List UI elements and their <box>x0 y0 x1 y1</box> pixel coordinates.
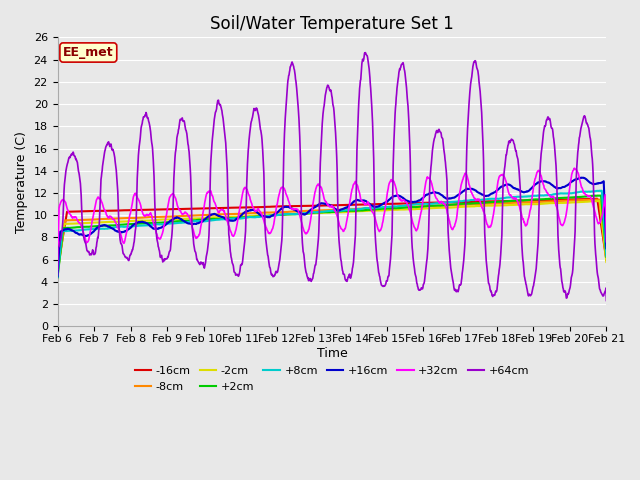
+8cm <box>489 196 497 202</box>
-2cm <box>176 216 184 222</box>
+16cm <box>489 190 497 196</box>
-8cm <box>417 204 425 209</box>
+32cm <box>602 239 610 245</box>
-8cm <box>176 213 184 219</box>
Line: -8cm: -8cm <box>58 200 606 274</box>
-16cm <box>602 257 610 263</box>
+8cm <box>602 253 610 259</box>
+64cm <box>163 256 170 262</box>
+64cm <box>538 148 545 154</box>
Line: +8cm: +8cm <box>58 191 606 277</box>
+2cm <box>538 196 545 202</box>
+32cm <box>163 213 170 219</box>
-16cm <box>538 197 545 203</box>
-2cm <box>54 271 61 276</box>
+8cm <box>163 221 170 227</box>
Line: +64cm: +64cm <box>58 53 606 300</box>
X-axis label: Time: Time <box>317 347 348 360</box>
+64cm <box>602 298 610 303</box>
-8cm <box>602 257 610 263</box>
+2cm <box>54 275 61 280</box>
-2cm <box>596 198 604 204</box>
+32cm <box>176 207 184 213</box>
Line: +16cm: +16cm <box>58 178 606 276</box>
-2cm <box>538 201 545 207</box>
+32cm <box>570 165 578 171</box>
-2cm <box>163 216 170 222</box>
-8cm <box>237 211 245 216</box>
+8cm <box>417 201 425 207</box>
+64cm <box>417 285 425 291</box>
+16cm <box>176 216 184 221</box>
+8cm <box>237 216 245 221</box>
+2cm <box>176 218 184 224</box>
-16cm <box>163 206 170 212</box>
+32cm <box>237 200 245 205</box>
Line: +2cm: +2cm <box>58 196 606 277</box>
-8cm <box>163 214 170 219</box>
-8cm <box>489 201 497 206</box>
+32cm <box>54 266 61 272</box>
+64cm <box>362 50 369 56</box>
+2cm <box>602 254 610 260</box>
+2cm <box>417 204 425 209</box>
+2cm <box>163 219 170 225</box>
+16cm <box>417 197 425 203</box>
+16cm <box>538 179 545 184</box>
-16cm <box>489 198 497 204</box>
Line: -2cm: -2cm <box>58 201 606 274</box>
Line: +32cm: +32cm <box>58 168 606 269</box>
+32cm <box>489 215 497 221</box>
-8cm <box>54 271 61 276</box>
-8cm <box>538 199 545 204</box>
-2cm <box>417 206 425 212</box>
-16cm <box>593 196 600 202</box>
+32cm <box>417 209 425 215</box>
-16cm <box>54 266 61 272</box>
+16cm <box>578 175 586 180</box>
Legend: -16cm, -8cm, -2cm, +2cm, +8cm, +16cm, +32cm, +64cm: -16cm, -8cm, -2cm, +2cm, +8cm, +16cm, +3… <box>131 361 534 396</box>
-8cm <box>595 197 603 203</box>
+64cm <box>176 120 184 126</box>
+16cm <box>237 213 245 218</box>
-2cm <box>489 203 497 208</box>
+16cm <box>163 221 170 227</box>
+2cm <box>489 199 497 205</box>
+2cm <box>596 193 604 199</box>
+8cm <box>538 192 545 198</box>
Y-axis label: Temperature (C): Temperature (C) <box>15 131 28 233</box>
-16cm <box>237 204 245 210</box>
+8cm <box>176 220 184 226</box>
Title: Soil/Water Temperature Set 1: Soil/Water Temperature Set 1 <box>210 15 454 33</box>
+2cm <box>237 215 245 220</box>
+64cm <box>489 293 497 299</box>
-2cm <box>602 259 610 265</box>
Line: -16cm: -16cm <box>58 199 606 269</box>
+8cm <box>598 188 605 193</box>
+32cm <box>538 173 545 179</box>
+64cm <box>237 262 245 267</box>
-2cm <box>237 214 245 219</box>
+8cm <box>54 274 61 280</box>
Text: EE_met: EE_met <box>63 46 114 59</box>
-16cm <box>417 200 425 206</box>
-16cm <box>176 206 184 212</box>
+64cm <box>54 272 61 278</box>
+16cm <box>54 274 61 279</box>
+16cm <box>602 245 610 251</box>
